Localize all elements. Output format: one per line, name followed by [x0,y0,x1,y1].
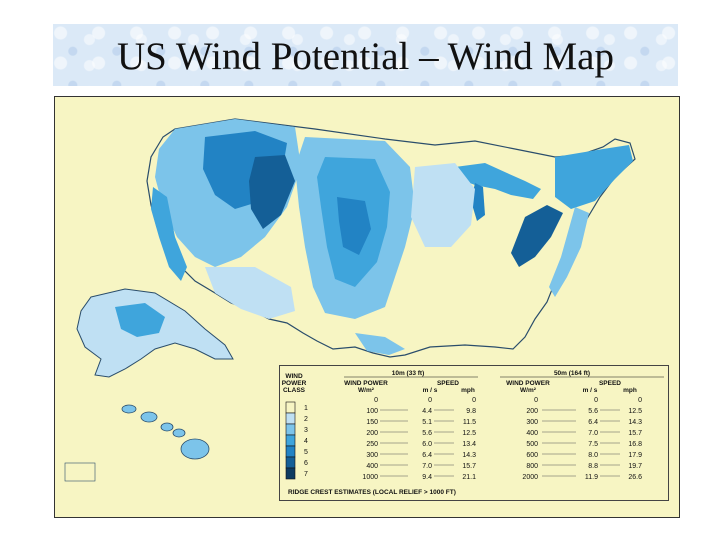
class-label-3: 3 [304,427,308,434]
speed-mph-50m-value: 17.9 [628,452,642,459]
group-50m-label: 50m (164 ft) [554,370,590,377]
speed-mph-50m-value: 16.8 [628,441,642,448]
class-label-2: 2 [304,416,308,423]
legend-rows: 1 2 3 4 5 6 7 0 0 0 0 0 0 100 4.4 9.8 200 5.6 12.5 150 5.1 11… [285,397,642,481]
speed-mph-10m-value: 12.5 [462,430,476,437]
power-10m-value: 250 [366,441,378,448]
class-label-1: 1 [304,405,308,412]
speed-mph-10m-value: 13.4 [462,441,476,448]
wind-map-graphic [64,118,636,482]
unit-mph-50m: mph [623,387,637,394]
class-label-6: 6 [304,460,308,467]
hawaii [121,404,210,460]
wind-map: WIND POWER CLASS 10m (33 ft) 50m (164 ft… [54,96,680,518]
class-swatch-4 [285,434,296,447]
speed-mph-50m-value: 0 [638,397,642,404]
power-label-10m: WIND POWER [344,380,388,387]
speed-mph-50m-value: 19.7 [628,463,642,470]
unit-ms-50m: m / s [583,387,598,394]
power-label-50m: WIND POWER [506,380,550,387]
class-swatch-5 [285,445,296,458]
speed-ms-50m-value: 7.0 [588,430,598,437]
power-50m-value: 500 [526,441,538,448]
southwest-light [205,267,295,319]
power-10m-value: 150 [366,419,378,426]
power-10m-value: 200 [366,430,378,437]
speed-ms-10m-value: 0 [428,397,432,404]
power-50m-value: 300 [526,419,538,426]
speed-mph-50m-value: 12.5 [628,408,642,415]
speed-ms-50m-value: 0 [594,397,598,404]
class-swatch-7 [285,467,296,480]
speed-ms-10m-value: 4.4 [422,408,432,415]
speed-mph-10m-value: 15.7 [462,463,476,470]
class-header-3: CLASS [283,387,306,394]
northeast-band [555,145,633,209]
midwest-light [411,163,475,247]
power-50m-value: 400 [526,430,538,437]
speed-ms-50m-value: 8.8 [588,463,598,470]
power-50m-value: 600 [526,452,538,459]
class-label-5: 5 [304,449,308,456]
speed-mph-10m-value: 9.8 [466,408,476,415]
speed-mph-50m-value: 26.6 [628,474,642,481]
power-50m-value: 200 [526,408,538,415]
speed-ms-10m-value: 6.0 [422,441,432,448]
slide-title: US Wind Potential – Wind Map [116,35,614,78]
power-unit-50m: W/m² [520,387,537,394]
gulf-coast [355,333,405,355]
speed-mph-50m-value: 14.3 [628,419,642,426]
class-label-4: 4 [304,438,308,445]
class-label-7: 7 [304,471,308,478]
inset-box [64,462,96,482]
speed-mph-10m-value: 0 [472,397,476,404]
class-swatch-2 [285,412,296,425]
speed-label-50m: SPEED [599,380,621,387]
speed-ms-10m-value: 9.4 [422,474,432,481]
speed-ms-10m-value: 5.1 [422,419,432,426]
legend-panel: WIND POWER CLASS 10m (33 ft) 50m (164 ft… [279,365,669,501]
speed-ms-10m-value: 5.6 [422,430,432,437]
appalachian-ridge [511,205,563,267]
great-lakes [455,163,541,199]
power-10m-value: 300 [366,452,378,459]
class-header-1: WIND [285,373,303,380]
power-10m-value: 1000 [362,474,378,481]
class-swatch-1 [285,401,296,414]
power-10m-value: 0 [374,397,378,404]
class-header-2: POWER [282,380,307,387]
power-10m-value: 400 [366,463,378,470]
legend-footnote: RIDGE CREST ESTIMATES (LOCAL RELIEF > 10… [288,489,456,496]
speed-ms-50m-value: 8.0 [588,452,598,459]
speed-ms-50m-value: 11.9 [585,474,598,481]
group-10m-label: 10m (33 ft) [392,370,425,377]
legend-graphic: WIND POWER CLASS 10m (33 ft) 50m (164 ft… [282,370,664,496]
title-band [53,24,678,86]
class-swatch-3 [285,423,296,436]
speed-ms-50m-value: 7.5 [588,441,598,448]
speed-ms-50m-value: 5.6 [588,408,598,415]
alaska-dark [115,303,165,337]
rockies-dark [249,155,295,229]
unit-mph-10m: mph [461,387,475,394]
speed-ms-10m-value: 7.0 [422,463,432,470]
power-unit-10m: W/m² [358,387,375,394]
speed-label-10m: SPEED [437,380,459,387]
speed-mph-10m-value: 21.1 [462,474,476,481]
speed-ms-50m-value: 6.4 [588,419,598,426]
power-50m-value: 0 [534,397,538,404]
east-coast [549,207,589,297]
power-50m-value: 800 [526,463,538,470]
california-coast [151,187,187,281]
speed-mph-10m-value: 14.3 [462,452,476,459]
speed-mph-10m-value: 11.5 [463,419,476,426]
speed-mph-50m-value: 15.7 [628,430,642,437]
class-swatch-6 [285,456,296,469]
speed-ms-10m-value: 6.4 [422,452,432,459]
plains-peak [337,197,371,255]
power-50m-value: 2000 [522,474,538,481]
unit-ms-10m: m / s [423,387,438,394]
power-10m-value: 100 [366,408,378,415]
